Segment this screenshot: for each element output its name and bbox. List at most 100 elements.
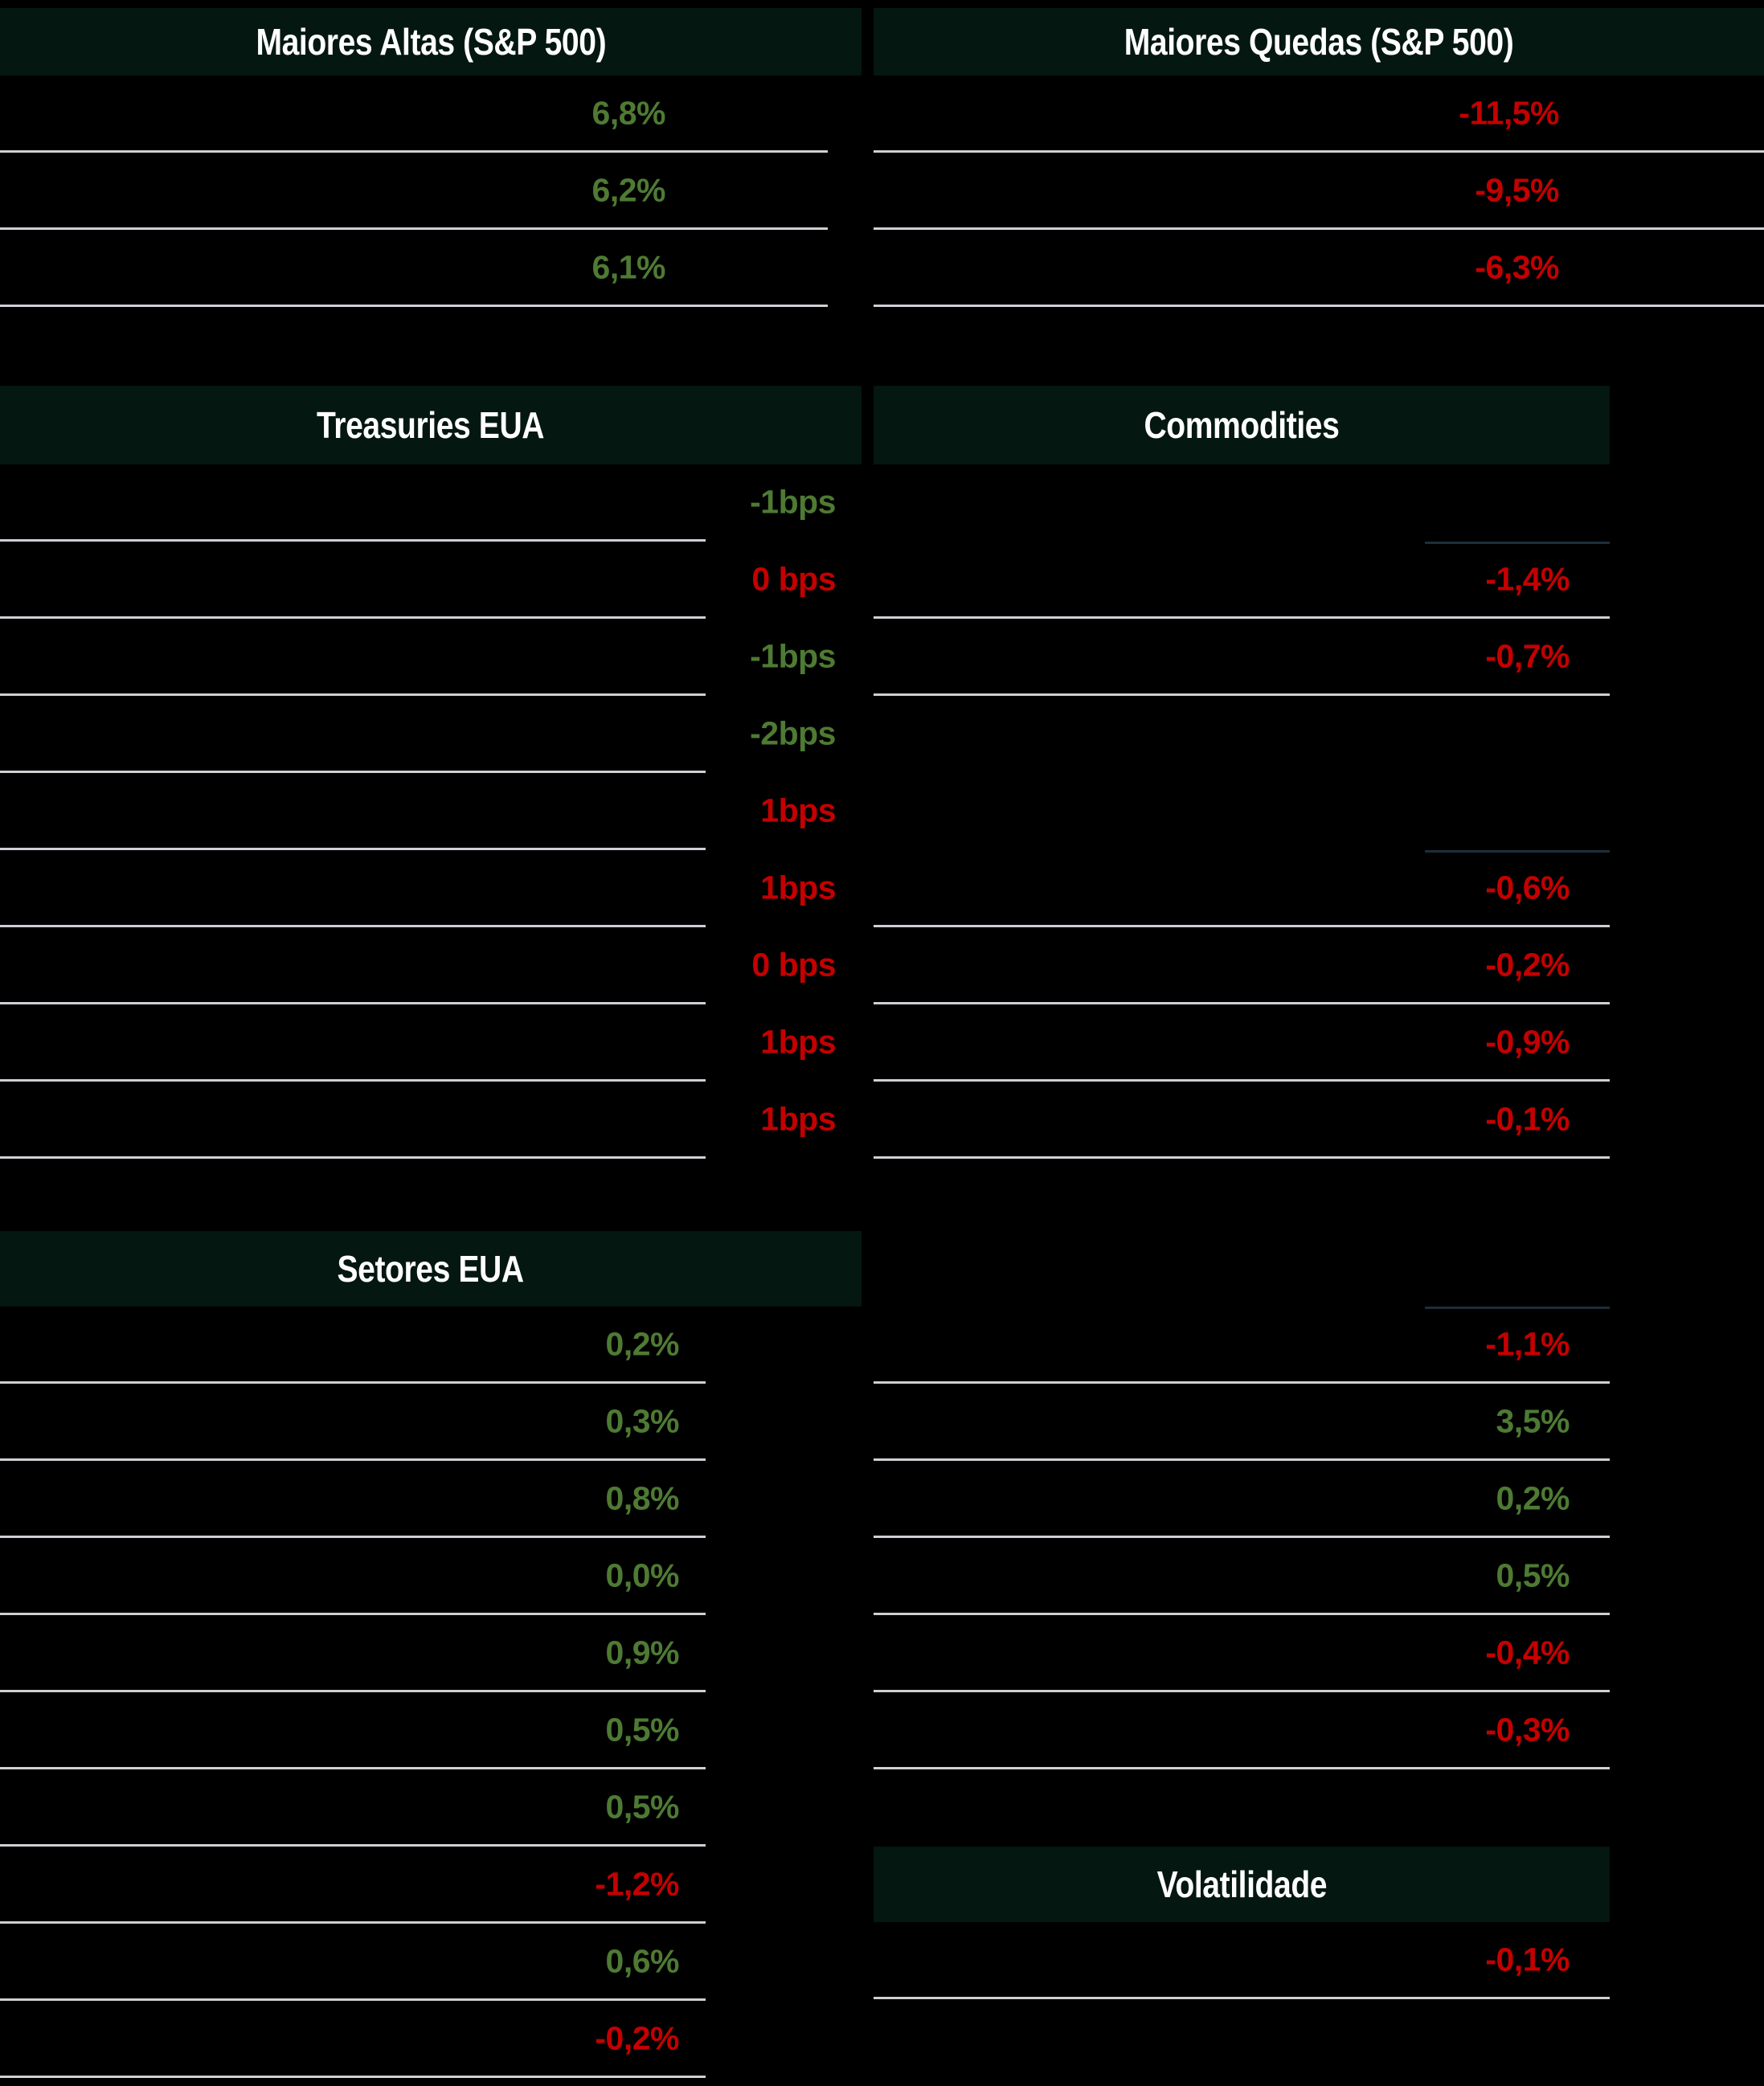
section-title: Volatilidade [1156,1863,1327,1905]
section-header-maiores-altas: Maiores Altas (S&P 500) [0,8,862,76]
change-value: 3,5% [1496,1402,1570,1439]
value-column-divider [1425,542,1610,544]
setores-row: 0,2% [0,1307,706,1384]
treasuries-row: 1bps [0,773,836,850]
setores-row: 0,5% [0,1692,706,1769]
section-untitled-right: -1,1% 3,5% 0,2% 0,5% -0,4% -0,3% [874,1307,1610,1769]
change-value: -0,1% [1485,1941,1570,1978]
treasuries-row: 0 bps [0,927,836,1004]
commodities-row [874,696,1610,773]
change-value: 0,3% [605,1402,680,1439]
table-maiores-quedas: -11,5% -9,5% -6,3% [874,76,1764,307]
fx-row: 0,2% [874,1461,1610,1538]
change-value: 0,5% [605,1788,680,1825]
commodities-row: -0,7% [874,619,1610,696]
top_right-row: -11,5% [874,76,1764,153]
table-commodities: -1,4% -0,7% -0,6% -0,2% -0,9% -0,1% [874,464,1610,1159]
section-header-setores-eua: Setores EUA [0,1231,862,1307]
change-value: -1,1% [1485,1325,1570,1362]
setores-row: 0,6% [0,1924,706,2001]
fx-row: 0,5% [874,1538,1610,1615]
commodities-row: -0,1% [874,1082,1610,1159]
change-value: -1,4% [1485,560,1570,597]
change-value: 1bps [760,1023,836,1060]
fx-row: -0,3% [874,1692,1610,1769]
change-value: -6,3% [1475,248,1559,285]
setores-row: 0,0% [0,1538,706,1615]
change-value: 0,2% [1496,1479,1570,1516]
change-value: 6,1% [591,248,666,285]
change-value: 6,8% [591,94,666,131]
table-treasuries-eua: -1bps 0 bps -1bps -2bps 1bps 1bps 0 bps 1bps 1bp… [0,464,836,1159]
setores-row: 0,5% [0,1769,706,1847]
commodities-row [874,773,1610,853]
change-value: -0,3% [1485,1711,1570,1748]
volatilidade-row: -0,1% [874,1922,1610,1999]
change-value: 0 bps [751,946,836,983]
change-value: 0 bps [751,560,836,597]
commodities-row: -0,2% [874,927,1610,1004]
change-value: -1bps [750,483,836,520]
setores-row: -1,2% [0,1847,706,1924]
commodities-row [874,464,1610,544]
change-value: 0,5% [1496,1556,1570,1593]
change-value: 0,8% [605,1479,680,1516]
section-title: Maiores Altas (S&P 500) [256,21,606,63]
section-volatilidade: Volatilidade -0,1% [874,1847,1610,1999]
change-value: 0,0% [605,1556,680,1593]
value-column-divider [1425,850,1610,853]
top_right-row: -6,3% [874,230,1764,307]
change-value: -0,1% [1485,1100,1570,1137]
change-value: 1bps [760,869,836,906]
fx-row: 3,5% [874,1384,1610,1461]
fx-row: -1,1% [874,1307,1610,1384]
section-title: Setores EUA [337,1248,525,1290]
commodities-row: -0,6% [874,850,1610,927]
section-header-maiores-quedas: Maiores Quedas (S&P 500) [874,8,1764,76]
commodities-row: -0,9% [874,1004,1610,1082]
change-value: -0,4% [1485,1634,1570,1671]
section-commodities: Commodities -1,4% -0,7% -0,6% -0,2% -0,9% -0,… [874,386,1610,1159]
change-value: -9,5% [1475,171,1559,208]
change-value: 0,2% [605,1325,680,1362]
change-value: -11,5% [1459,94,1559,131]
treasuries-row: -1bps [0,464,836,542]
change-value: 6,2% [591,171,666,208]
section-maiores-quedas: Maiores Quedas (S&P 500) -11,5% -9,5% -6,3… [874,8,1764,307]
change-value: -0,2% [595,2019,679,2056]
top_right-row: -9,5% [874,153,1764,230]
section-treasuries-eua: Treasuries EUA -1bps 0 bps -1bps -2bps 1bps 1… [0,386,862,1159]
change-value: 0,6% [605,1942,680,1979]
change-value: -1bps [750,637,836,674]
setores-row: 0,9% [0,1615,706,1692]
table-maiores-altas: 6,8% 6,2% 6,1% [0,76,828,307]
change-value: -1,2% [595,1865,679,1902]
table-untitled-right: -1,1% 3,5% 0,2% 0,5% -0,4% -0,3% [874,1307,1610,1769]
treasuries-row: -2bps [0,696,836,773]
change-value: -0,2% [1485,946,1570,983]
top_left-row: 6,1% [0,230,828,307]
change-value: -0,7% [1485,637,1570,674]
treasuries-row: -1bps [0,619,836,696]
value-column-divider [1425,1307,1610,1309]
treasuries-row: 1bps [0,1082,836,1159]
top_left-row: 6,8% [0,76,828,153]
section-header-commodities: Commodities [874,386,1610,464]
top_left-row: 6,2% [0,153,828,230]
section-title: Commodities [1144,404,1340,446]
fx-row: -0,4% [874,1615,1610,1692]
change-value: 1bps [760,1100,836,1137]
section-setores-eua: Setores EUA 0,2% 0,3% 0,8% 0,0% 0,9% 0,5% 0,5%… [0,1231,862,2078]
change-value: 0,9% [605,1634,680,1671]
treasuries-row: 0 bps [0,542,836,619]
treasuries-row: 1bps [0,850,836,927]
table-setores-eua: 0,2% 0,3% 0,8% 0,0% 0,9% 0,5% 0,5% -1,2% 0,6% -0,… [0,1307,706,2078]
change-value: -0,6% [1485,869,1570,906]
change-value: -2bps [750,714,836,751]
setores-row: 0,8% [0,1461,706,1538]
change-value: 0,5% [605,1711,680,1748]
section-title: Treasuries EUA [317,404,545,446]
setores-row: 0,3% [0,1384,706,1461]
setores-row: -0,2% [0,2001,706,2078]
